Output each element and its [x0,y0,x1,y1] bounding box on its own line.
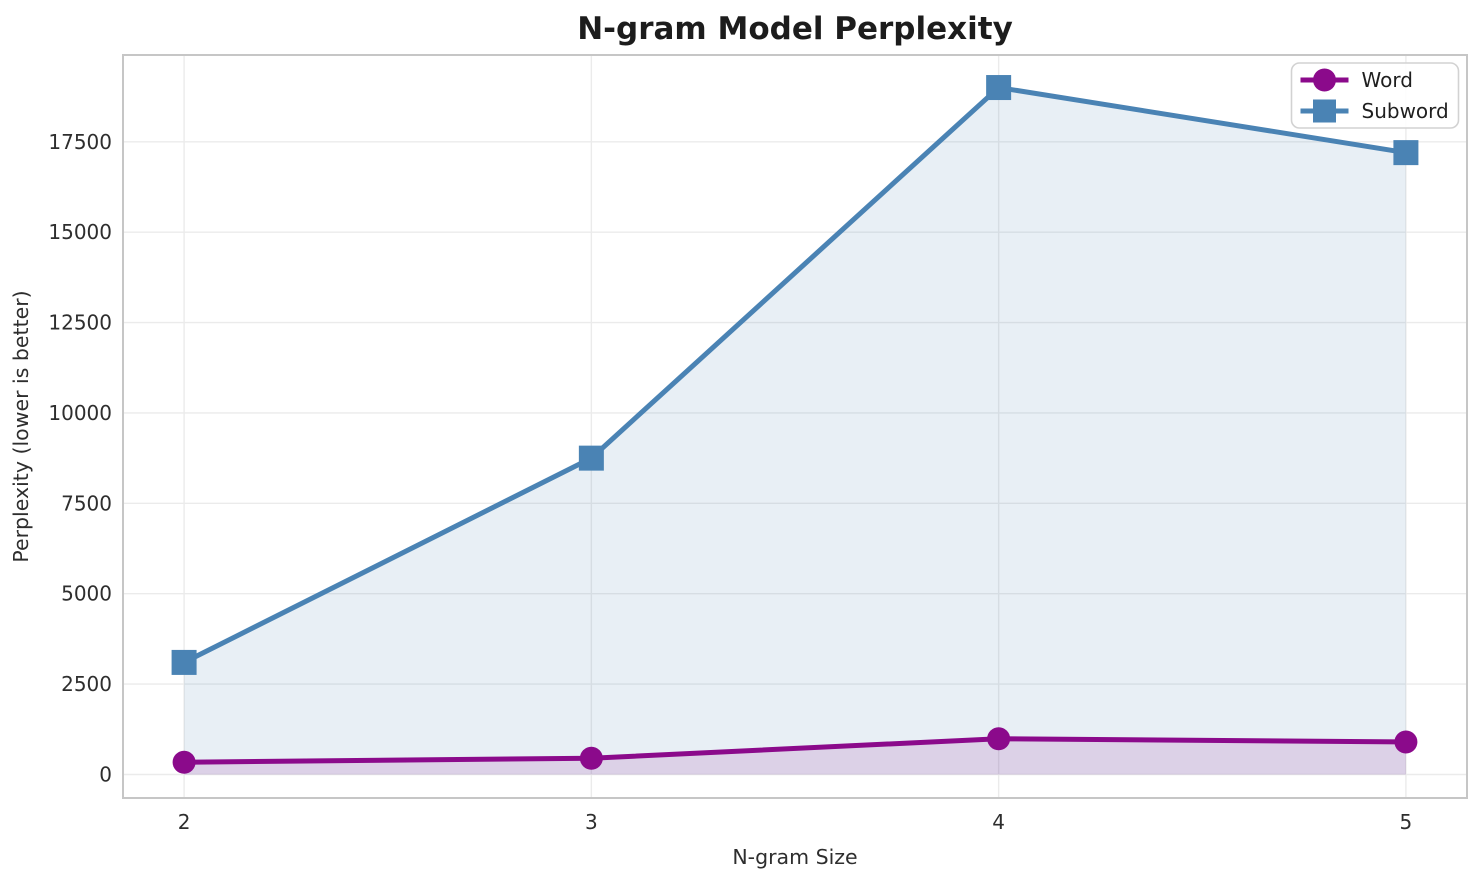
y-tick-label: 17500 [48,130,112,154]
area-fill-subword [184,87,1406,775]
legend-circle-marker-icon [1313,68,1336,92]
chart-title: N-gram Model Perplexity [577,11,1013,47]
data-point-square [1393,140,1419,166]
legend-item-word: Word [1300,68,1413,92]
x-tick-label: 3 [585,810,598,834]
y-tick-label: 10000 [48,401,112,425]
series-line-word [184,736,1406,765]
y-tick-label: 0 [99,762,112,786]
x-tick-label: 5 [1400,810,1413,834]
y-tick-label: 7500 [61,491,112,515]
data-point-circle [579,746,603,770]
x-tick-label: 4 [992,810,1005,834]
y-tick-label: 15000 [48,220,112,244]
legend-label: Word [1362,68,1413,92]
data-point-circle [987,727,1011,751]
data-point-square [986,75,1012,101]
x-axis-label: N-gram Size [732,845,857,869]
data-point-circle [172,750,196,774]
grid-layer [123,55,1467,798]
y-tick-label: 2500 [61,672,112,696]
data-point-square [578,445,604,471]
y-axis-label: Perplexity (lower is better) [9,290,33,562]
legend: Word Subword [1290,62,1460,129]
legend-label: Subword [1362,99,1449,123]
area-fill-layer [184,87,1406,775]
x-tick-label: 2 [178,810,191,834]
legend-square-marker-icon [1313,99,1336,123]
plot-border [122,54,1468,799]
y-tick-label: 12500 [48,311,112,335]
series-line-subword [182,85,1407,665]
data-point-circle [1394,730,1418,754]
data-point-square [171,649,197,675]
tick-layer: 0 2500 5000 7500 10000 12500 15000 17500 2 3 4 5 [48,130,1412,834]
y-tick-label: 5000 [61,582,112,606]
legend-item-subword: Subword [1300,99,1449,123]
area-fill-word [184,738,1406,775]
series-layer [171,75,1419,774]
